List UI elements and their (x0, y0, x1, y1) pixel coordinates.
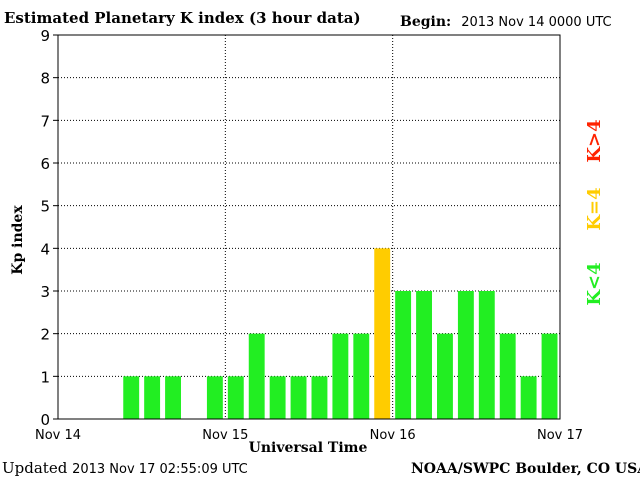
kp-bar (290, 376, 307, 419)
x-axis-label: Universal Time (249, 440, 368, 456)
y-tick-label: 9 (40, 27, 50, 45)
kp-bar (353, 333, 370, 419)
y-tick-label: 4 (40, 240, 50, 258)
kp-bar (520, 376, 537, 419)
updated-label: Updated (2, 459, 68, 477)
kp-bar (144, 376, 161, 419)
ticks-layer: 0 1 2 3 4 5 6 7 8 9 Nov 14 Nov 15 Nov 16 Nov 17 (35, 27, 583, 443)
kp-bar (374, 248, 391, 419)
y-axis-label: Kp index (10, 205, 26, 275)
legend-item: K>4 (584, 119, 605, 162)
plot-frame (57, 34, 561, 420)
kp-bar (332, 333, 349, 419)
y-tick-label: 3 (40, 283, 50, 301)
begin-label: Begin: (400, 14, 452, 30)
kp-bar (269, 376, 286, 419)
kp-bar (541, 333, 558, 419)
x-tick-label: Nov 14 (35, 428, 81, 443)
y-tick-label: 0 (40, 411, 50, 429)
y-tick-label: 8 (40, 70, 50, 88)
y-tick-label: 1 (40, 368, 50, 386)
y-tick-label: 7 (40, 112, 50, 130)
kp-bar (206, 376, 223, 419)
kp-bar (395, 291, 412, 419)
grid-layer (58, 35, 560, 419)
begin-value: 2013 Nov 14 0000 UTC (461, 15, 612, 30)
legend-item: K=4 (584, 187, 605, 230)
kp-bar (123, 376, 140, 419)
bars-layer (123, 248, 558, 419)
y-tick-label: 5 (40, 198, 50, 216)
kp-bar (437, 333, 453, 419)
kp-bar (457, 291, 474, 419)
chart-title: Estimated Planetary K index (3 hour data… (4, 9, 361, 27)
y-tick-label: 6 (40, 155, 50, 173)
begin-info: Begin: 2013 Nov 14 0000 UTC (400, 15, 612, 29)
x-tick-label: Nov 17 (537, 428, 583, 443)
y-tick-label: 2 (40, 326, 50, 344)
legend: K>4 K=4 K<4 (584, 119, 605, 305)
kp-bar (416, 291, 432, 419)
credit-text: NOAA/SWPC Boulder, CO USA (411, 461, 640, 477)
kp-bar (227, 376, 244, 419)
kp-bar (311, 376, 328, 419)
updated-value: 2013 Nov 17 02:55:09 UTC (72, 462, 248, 477)
x-tick-label: Nov 15 (202, 428, 248, 443)
kp-bar (248, 333, 265, 419)
kp-bar (478, 291, 495, 419)
legend-item: K<4 (584, 262, 605, 305)
kp-bar (165, 376, 181, 419)
x-tick-label: Nov 16 (370, 428, 416, 443)
kp-bar (499, 333, 516, 419)
updated-info: Updated 2013 Nov 17 02:55:09 UTC (2, 459, 248, 477)
